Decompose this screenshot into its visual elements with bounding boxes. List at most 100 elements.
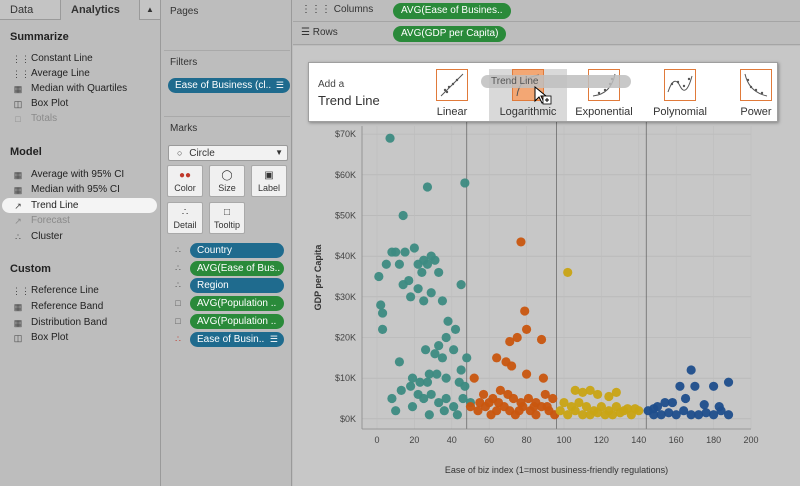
- data-point[interactable]: [430, 349, 440, 359]
- data-point[interactable]: [387, 393, 397, 404]
- data-point[interactable]: [495, 385, 505, 395]
- data-point[interactable]: [460, 178, 470, 188]
- data-point[interactable]: [437, 353, 448, 363]
- data-point[interactable]: [521, 324, 532, 334]
- trend-option-linear[interactable]: Linear: [413, 69, 491, 121]
- data-point[interactable]: [508, 393, 519, 404]
- data-point[interactable]: [377, 324, 388, 334]
- data-point[interactable]: [593, 408, 603, 418]
- data-point[interactable]: [578, 410, 588, 420]
- data-point[interactable]: [460, 381, 470, 391]
- data-point[interactable]: [507, 361, 517, 371]
- data-point[interactable]: [391, 406, 401, 416]
- data-point[interactable]: [441, 373, 451, 383]
- data-point[interactable]: [680, 393, 691, 404]
- data-point[interactable]: [694, 410, 704, 420]
- data-point[interactable]: [563, 267, 573, 278]
- pane-menu-icon[interactable]: ▲: [146, 5, 154, 14]
- data-point[interactable]: [452, 410, 462, 420]
- data-point[interactable]: [434, 267, 444, 278]
- data-point[interactable]: [667, 397, 678, 408]
- data-point[interactable]: [536, 334, 547, 345]
- data-point[interactable]: [701, 408, 711, 418]
- data-point[interactable]: [542, 402, 552, 412]
- data-point[interactable]: [424, 369, 434, 379]
- size-button[interactable]: ◯ Size: [209, 165, 245, 197]
- data-point[interactable]: [679, 406, 689, 416]
- data-point[interactable]: [443, 316, 453, 326]
- data-point[interactable]: [523, 393, 534, 404]
- columns-shelf[interactable]: ⋮⋮⋮ Columns AVG(Ease of Busines..: [293, 0, 800, 22]
- data-point[interactable]: [548, 393, 558, 404]
- data-point[interactable]: [473, 406, 483, 416]
- data-point[interactable]: [570, 385, 580, 395]
- data-point[interactable]: [690, 381, 700, 391]
- columns-pill[interactable]: AVG(Ease of Busines..: [393, 3, 511, 19]
- data-point[interactable]: [441, 332, 451, 343]
- encoding-pill[interactable]: Region: [190, 278, 284, 293]
- mark-type-dropdown[interactable]: ○ Circle ▼: [168, 145, 288, 161]
- data-point[interactable]: [419, 393, 429, 404]
- encoding-pill[interactable]: AVG(Population ..: [190, 314, 284, 329]
- pages-card[interactable]: Pages: [164, 0, 290, 46]
- data-point[interactable]: [420, 345, 431, 355]
- data-point[interactable]: [462, 353, 472, 363]
- data-point[interactable]: [563, 410, 573, 420]
- data-point[interactable]: [630, 404, 640, 414]
- data-point[interactable]: [430, 255, 440, 265]
- data-point[interactable]: [415, 377, 425, 387]
- data-point[interactable]: [540, 389, 550, 400]
- data-point[interactable]: [417, 267, 427, 278]
- custom-item[interactable]: ⋮⋮ Reference Line: [12, 285, 99, 296]
- summarize-item[interactable]: ⋮⋮ Constant Line: [12, 53, 93, 64]
- filter-pill[interactable]: Ease of Business (cl.. ☰: [168, 78, 290, 93]
- data-point[interactable]: [660, 397, 670, 408]
- data-point[interactable]: [699, 399, 709, 410]
- data-point[interactable]: [394, 357, 405, 367]
- encoding-pill[interactable]: AVG(Ease of Bus..: [190, 261, 284, 276]
- data-point[interactable]: [520, 306, 530, 316]
- data-point[interactable]: [723, 410, 734, 420]
- data-point[interactable]: [529, 402, 539, 412]
- data-point[interactable]: [422, 182, 433, 192]
- data-point[interactable]: [422, 259, 433, 269]
- rows-shelf[interactable]: ☰ Rows AVG(GDP per Capita): [293, 23, 800, 45]
- summarize-item[interactable]: ⋮⋮ Average Line: [12, 68, 90, 79]
- data-point[interactable]: [559, 397, 569, 408]
- data-point[interactable]: [458, 393, 468, 404]
- data-point[interactable]: [374, 271, 384, 282]
- data-point[interactable]: [406, 292, 416, 302]
- data-point[interactable]: [585, 385, 595, 395]
- data-point[interactable]: [604, 391, 614, 402]
- data-point[interactable]: [493, 397, 504, 408]
- summarize-item[interactable]: ◫ Box Plot: [13, 98, 69, 109]
- data-point[interactable]: [484, 397, 494, 408]
- data-point[interactable]: [424, 410, 434, 420]
- data-point[interactable]: [514, 406, 524, 416]
- data-point[interactable]: [505, 336, 515, 347]
- data-point[interactable]: [409, 243, 419, 253]
- model-item[interactable]: ∴ Cluster: [12, 229, 63, 244]
- data-point[interactable]: [434, 397, 444, 408]
- data-point[interactable]: [516, 237, 526, 247]
- data-point[interactable]: [432, 369, 442, 379]
- scatter-chart[interactable]: $0K $10K $20K $30K $40K $50K $60K $70K 0 20 40 60 80…: [293, 46, 800, 486]
- encoding-pill[interactable]: Ease of Busin.. ☰: [190, 332, 284, 347]
- data-point[interactable]: [708, 410, 719, 420]
- data-point[interactable]: [608, 410, 618, 420]
- data-point[interactable]: [406, 381, 416, 391]
- data-point[interactable]: [456, 280, 466, 290]
- data-point[interactable]: [449, 345, 459, 355]
- data-point[interactable]: [686, 410, 696, 420]
- data-point[interactable]: [492, 353, 502, 363]
- data-point[interactable]: [400, 247, 410, 257]
- data-point[interactable]: [381, 259, 391, 269]
- data-point[interactable]: [570, 406, 580, 416]
- data-point[interactable]: [478, 389, 489, 400]
- custom-item[interactable]: ▦ Distribution Band: [13, 317, 108, 328]
- rows-pill[interactable]: AVG(GDP per Capita): [393, 26, 507, 42]
- data-point[interactable]: [407, 373, 418, 383]
- data-point[interactable]: [456, 365, 466, 375]
- data-point[interactable]: [437, 296, 448, 306]
- trend-option-power[interactable]: Power: [717, 69, 795, 121]
